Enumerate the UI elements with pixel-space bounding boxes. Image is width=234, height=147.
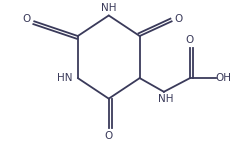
Text: HN: HN [56,73,72,83]
Text: O: O [105,131,113,141]
Text: O: O [186,35,194,45]
Text: NH: NH [158,94,174,104]
Text: NH: NH [101,3,117,13]
Text: OH: OH [216,73,232,83]
Text: O: O [174,14,183,24]
Text: O: O [22,14,31,24]
